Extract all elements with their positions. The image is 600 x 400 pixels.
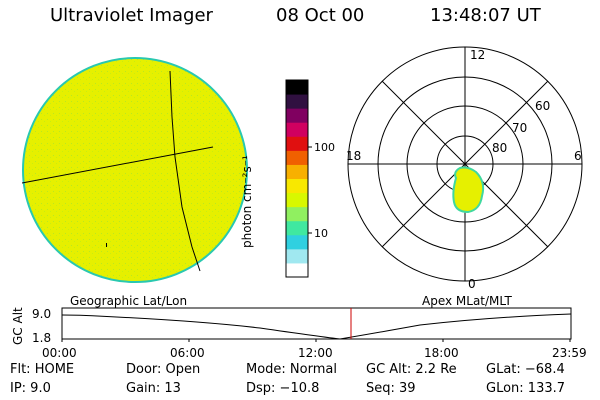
lat-label-70: 70 — [512, 121, 527, 135]
app-title: Ultraviolet Imager — [50, 5, 213, 26]
polar-plot: 12 18 6 0 60 70 80 — [346, 46, 583, 291]
status-door: Door: Open — [126, 362, 201, 377]
colorbar-segment — [286, 136, 308, 151]
colorbar-segment — [286, 150, 308, 165]
timeline-left-caption: Geographic Lat/Lon — [70, 294, 187, 308]
x-tick-2359: 23:59 — [552, 346, 587, 360]
altitude-curve — [61, 313, 572, 340]
y-tick-1-8: 1.8 — [32, 331, 51, 345]
status-seq: Seq: 39 — [366, 381, 416, 396]
colorbar-segment — [286, 164, 308, 179]
timeline-frame — [61, 307, 572, 340]
image-disk — [22, 57, 248, 283]
colorbar-segment — [286, 108, 308, 123]
colorbar-segment — [286, 234, 308, 250]
colorbar-tick-10: 10 — [314, 227, 328, 240]
x-tick-0000: 00:00 — [42, 346, 77, 360]
colorbar-segment — [286, 262, 308, 278]
lat-label-80: 80 — [492, 141, 507, 155]
geographic-image — [22, 57, 248, 283]
mlt-label-18: 18 — [346, 149, 361, 163]
status-glon: GLon: 133.7 — [486, 381, 566, 396]
status-glat: GLat: −68.4 — [486, 362, 565, 377]
auroral-blob — [452, 166, 485, 214]
lat-label-60: 60 — [535, 99, 550, 113]
colorbar-segment — [286, 220, 308, 236]
status-flt: Flt: HOME — [10, 362, 75, 377]
y-tick-9: 9.0 — [32, 307, 51, 321]
mlt-label-0: 0 — [468, 277, 476, 291]
colorbar-unit-label: photon cm⁻²s⁻¹ — [240, 155, 254, 248]
colorbar-segment — [286, 192, 308, 208]
color-scale-bar: 100 10 — [285, 79, 335, 278]
x-tick-0600: 06:00 — [170, 346, 205, 360]
time-label: 13:48:07 UT — [430, 5, 541, 26]
colorbar-tick-100: 100 — [314, 141, 335, 154]
colorbar-segment — [286, 178, 308, 194]
y-axis-title: GC Alt — [11, 307, 25, 345]
mlt-label-6: 6 — [574, 149, 582, 163]
colorbar-segment — [286, 248, 308, 264]
x-tick-1200: 12:00 — [298, 346, 333, 360]
status-ip: IP: 9.0 — [10, 381, 51, 396]
date-label: 08 Oct 00 — [276, 5, 365, 26]
longitude-line — [169, 70, 201, 272]
timeline-right-caption: Apex MLat/MLT — [422, 294, 512, 308]
altitude-timeline: Geographic Lat/Lon Apex MLat/MLT GC Alt … — [11, 294, 587, 360]
latitude-line — [22, 146, 214, 184]
colorbar-segment — [286, 94, 308, 109]
mlt-label-12: 12 — [470, 48, 485, 62]
status-gc-alt: GC Alt: 2.2 Re — [366, 362, 457, 377]
status-dsp: Dsp: −10.8 — [246, 381, 320, 396]
x-tick-1800: 18:00 — [424, 346, 459, 360]
colorbar-segment — [286, 206, 308, 222]
status-mode: Mode: Normal — [246, 362, 337, 377]
status-gain: Gain: 13 — [126, 381, 181, 396]
colorbar-segment — [286, 80, 308, 95]
colorbar-segment — [286, 122, 308, 137]
